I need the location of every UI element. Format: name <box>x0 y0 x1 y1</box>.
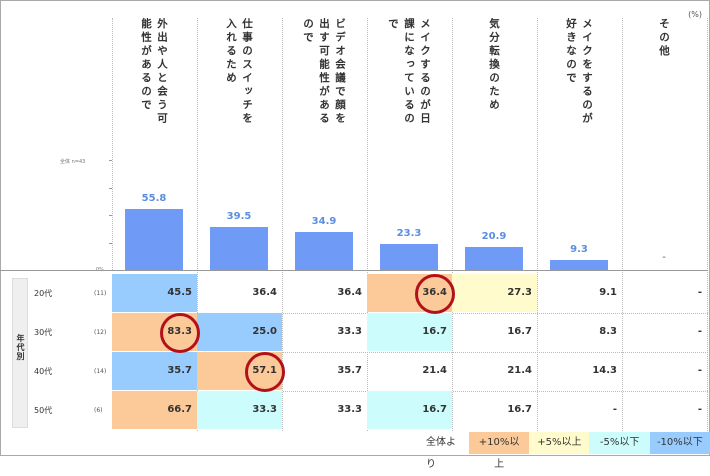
column-header-line: メイクをするのが <box>581 18 593 126</box>
table-cell: 33.3 <box>337 326 362 337</box>
column-header: メイクをするのが 好きなので <box>537 18 622 156</box>
grid-vline <box>282 18 283 431</box>
table-cell: 25.0 <box>197 313 282 351</box>
column-header-line: その他 <box>658 18 670 59</box>
bar <box>465 247 523 270</box>
table-cell: 27.3 <box>452 274 537 312</box>
legend-item: -10%以下 <box>649 432 710 454</box>
table-cell: 16.7 <box>507 326 532 337</box>
column-header: ビデオ会議で顔を 出す可能性がある ので <box>282 18 367 156</box>
y-axis-tick <box>109 215 112 216</box>
table-cell: 36.4 <box>252 287 277 298</box>
table-cell: 14.3 <box>592 365 617 376</box>
column-header-line: ので <box>302 18 314 45</box>
table-cell: 35.7 <box>112 352 197 390</box>
bar-value-label: 34.9 <box>311 215 337 227</box>
grid-vline <box>707 18 708 431</box>
bar-value-label: 9.3 <box>570 243 588 255</box>
row-n-label: (14) <box>94 368 107 375</box>
grid-vline <box>622 18 623 431</box>
table-cell: 9.1 <box>599 287 617 298</box>
highlight-circle <box>245 352 285 392</box>
bar-value-label: 55.8 <box>141 192 167 204</box>
highlight-circle <box>415 274 455 314</box>
table-cell: 8.3 <box>599 326 617 337</box>
table-cell: - <box>697 287 702 298</box>
column-header-line: 好きなので <box>565 18 577 86</box>
table-cell: 21.4 <box>507 365 532 376</box>
table-cell: 33.3 <box>197 391 282 429</box>
legend-prefix: 全体より <box>426 437 456 470</box>
table-cell: 16.7 <box>367 391 452 429</box>
row-age-label: 20代 <box>34 289 53 298</box>
grid-vline <box>197 18 198 431</box>
row-n-label: (6) <box>94 407 103 414</box>
bar-value-label: - <box>662 252 666 263</box>
bar <box>380 244 438 270</box>
grid-vline <box>112 18 113 270</box>
y-axis-tick <box>109 160 112 161</box>
bar-value-label: 20.9 <box>481 231 507 242</box>
unit-label: (%) <box>688 10 702 19</box>
row-age-label: 50代 <box>34 406 53 415</box>
column-header: メイクするのが日 課になっているので <box>367 18 452 156</box>
total-n-label: 全体 n=43 <box>60 159 86 165</box>
row-age-label: 40代 <box>34 367 53 376</box>
bar <box>295 231 353 270</box>
column-header-line: 仕事のスイッチを <box>241 18 253 126</box>
column-header-line: メイクするのが日 <box>419 18 431 126</box>
table-cell: 36.4 <box>337 287 362 298</box>
column-header-line: 外出や人と会う可 <box>156 18 168 126</box>
row-group-box <box>12 278 28 428</box>
y-axis-tick <box>109 187 112 189</box>
column-header-line: 出す可能性がある <box>318 18 330 126</box>
table-cell: 16.7 <box>367 313 452 351</box>
table-cell: - <box>697 365 702 376</box>
column-header-line: 能性があるので <box>140 18 152 113</box>
bar <box>550 259 608 270</box>
legend-item: +10%以上 <box>468 432 530 470</box>
bar <box>125 208 183 270</box>
row-n-label: (12) <box>94 329 107 336</box>
chart-table-divider <box>0 270 708 271</box>
column-header-line: で <box>387 18 399 32</box>
bar-value-label: 39.5 <box>226 210 252 222</box>
row-n-label: (11) <box>94 290 107 297</box>
bar <box>210 226 268 270</box>
table-cell: - <box>612 404 617 415</box>
row-age-label: 30代 <box>34 328 53 337</box>
table-cell: 33.3 <box>337 404 362 415</box>
grid-vline <box>537 18 538 431</box>
highlight-circle <box>160 313 200 353</box>
column-header-line: 気分転換のため <box>488 18 500 113</box>
legend: 全体より +10%以上 +5%以上 -5%以下 -10%以下 <box>420 432 710 470</box>
row-group-label: 年代別 <box>16 334 25 361</box>
table-cell: - <box>697 326 702 337</box>
table-cell: - <box>697 404 702 415</box>
grid-vline <box>452 18 453 431</box>
column-header-line: 入れるため <box>225 18 237 86</box>
table-cell: 66.7 <box>112 391 197 429</box>
row-divider <box>112 352 708 353</box>
table-cell: 45.5 <box>112 274 197 312</box>
column-header: 気分転換のため <box>452 18 537 156</box>
grid-vline <box>367 18 368 431</box>
column-header-line: 課になっているの <box>403 18 415 126</box>
bar-value-label: 23.3 <box>396 228 422 240</box>
legend-item: +5%以上 <box>529 432 590 454</box>
column-header: 仕事のスイッチを 入れるため <box>197 18 282 156</box>
table-cell: 35.7 <box>337 365 362 376</box>
table-cell: 16.7 <box>507 404 532 415</box>
legend-item: -5%以下 <box>589 432 650 454</box>
column-header: 外出や人と会う可 能性があるので <box>112 18 197 156</box>
column-header: その他 <box>622 18 707 156</box>
y-axis-tick <box>109 242 112 244</box>
table-cell: 21.4 <box>422 365 447 376</box>
column-header-line: ビデオ会議で顔を <box>334 18 346 126</box>
